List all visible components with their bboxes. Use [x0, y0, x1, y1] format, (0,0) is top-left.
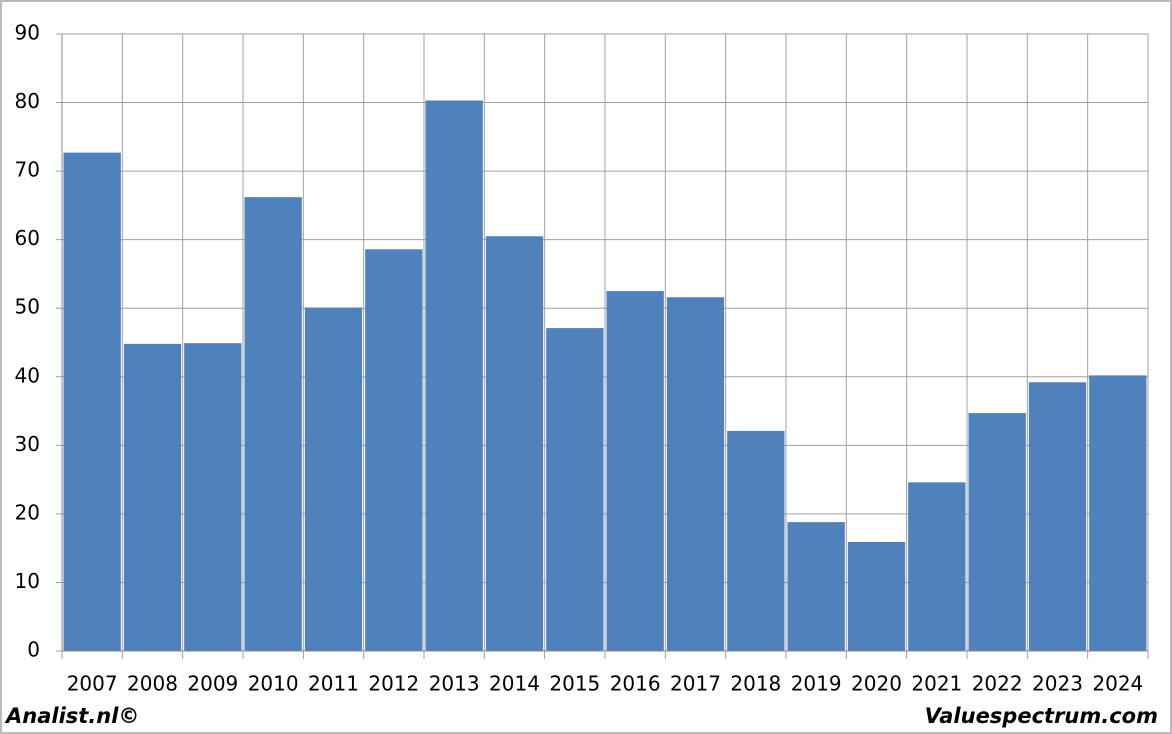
bar [968, 413, 1026, 651]
x-tick-label: 2009 [187, 672, 238, 696]
x-tick-label: 2012 [368, 672, 419, 696]
x-tick-label: 2017 [670, 672, 721, 696]
x-tick-label: 2016 [610, 672, 661, 696]
x-tick-label: 2018 [730, 672, 781, 696]
y-tick-label: 30 [15, 432, 40, 456]
bar [908, 482, 966, 651]
x-tick-label: 2021 [911, 672, 962, 696]
x-tick-label: 2011 [308, 672, 359, 696]
bar [485, 236, 544, 651]
y-tick-label: 80 [15, 89, 40, 113]
bar [304, 307, 363, 651]
x-tick-label: 2013 [429, 672, 480, 696]
bar [184, 343, 242, 651]
x-tick-label: 2010 [248, 672, 299, 696]
y-tick-label: 10 [15, 569, 40, 593]
x-tick-label: 2014 [489, 672, 540, 696]
footer-left: Analist.nl© [4, 704, 139, 728]
bar [787, 522, 845, 651]
x-tick-label: 2008 [127, 672, 178, 696]
y-tick-label: 40 [15, 363, 40, 387]
x-tick-label: 2022 [972, 672, 1023, 696]
bar [425, 100, 483, 651]
bar [244, 197, 302, 651]
x-tick-label: 2023 [1032, 672, 1083, 696]
x-tick-label: 2024 [1092, 672, 1143, 696]
bar [727, 430, 785, 651]
x-tick-label: 2007 [67, 672, 118, 696]
y-tick-label: 70 [15, 158, 40, 182]
bar [546, 328, 604, 651]
bar [63, 152, 121, 651]
y-tick-label: 60 [15, 226, 40, 250]
bar [606, 291, 664, 651]
bar [666, 297, 725, 651]
x-tick-label: 2015 [549, 672, 600, 696]
x-tick-label: 2019 [791, 672, 842, 696]
footer-right: Valuespectrum.com [925, 704, 1158, 728]
bar [847, 541, 906, 651]
y-tick-label: 20 [15, 500, 40, 524]
y-tick-label: 90 [15, 21, 40, 45]
x-tick-label: 2020 [851, 672, 902, 696]
bar [1028, 382, 1087, 651]
bar [365, 249, 423, 651]
bar [1089, 375, 1147, 651]
y-tick-label: 0 [27, 638, 40, 662]
y-tick-label: 50 [15, 295, 40, 319]
bar [123, 343, 182, 651]
